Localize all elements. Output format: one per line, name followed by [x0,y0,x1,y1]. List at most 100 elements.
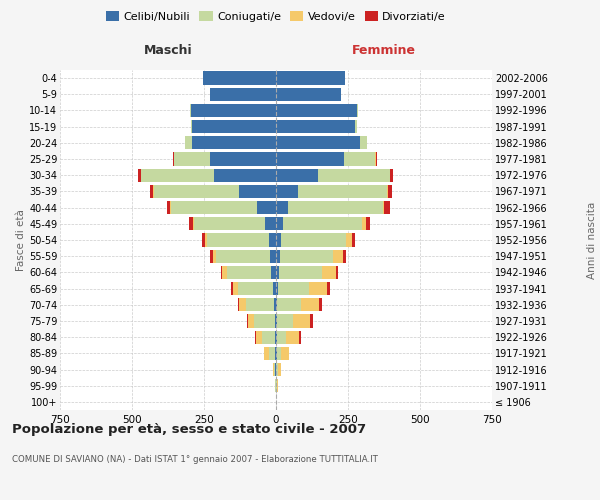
Bar [310,314,313,328]
Bar [202,234,205,246]
Bar [318,168,390,182]
Bar [270,250,276,263]
Bar [298,185,387,198]
Bar [384,201,390,214]
Bar [254,314,275,328]
Bar [276,330,277,344]
Bar [277,346,281,360]
Bar [248,314,254,328]
Bar [281,234,346,246]
Bar [203,72,276,85]
Bar [278,363,281,376]
Bar [276,217,283,230]
Text: COMUNE DI SAVIANO (NA) - Dati ISTAT 1° gennaio 2007 - Elaborazione TUTTITALIA.IT: COMUNE DI SAVIANO (NA) - Dati ISTAT 1° g… [12,455,378,464]
Bar [276,282,278,295]
Bar [277,314,293,328]
Bar [239,185,276,198]
Bar [256,330,262,344]
Bar [210,152,276,166]
Bar [343,250,346,263]
Bar [276,185,298,198]
Bar [279,266,322,279]
Text: Popolazione per età, sesso e stato civile - 2007: Popolazione per età, sesso e stato civil… [12,422,366,436]
Bar [287,201,383,214]
Bar [359,136,367,149]
Bar [212,250,215,263]
Bar [193,120,276,134]
Bar [223,266,227,279]
Bar [171,201,257,214]
Bar [301,298,319,312]
Bar [272,282,276,295]
Bar [274,363,275,376]
Bar [334,250,343,263]
Bar [299,330,301,344]
Bar [355,120,356,134]
Bar [277,298,301,312]
Bar [276,88,341,101]
Bar [269,234,276,246]
Bar [277,330,286,344]
Bar [167,201,170,214]
Bar [344,152,376,166]
Bar [211,250,212,263]
Bar [322,266,336,279]
Bar [262,330,275,344]
Bar [227,266,271,279]
Bar [319,298,322,312]
Bar [276,314,277,328]
Bar [205,234,206,246]
Bar [247,314,248,328]
Bar [154,185,239,198]
Bar [276,136,359,149]
Bar [276,152,344,166]
Bar [383,201,384,214]
Bar [276,266,279,279]
Bar [275,330,276,344]
Bar [286,330,299,344]
Bar [193,136,276,149]
Text: Maschi: Maschi [143,44,193,57]
Text: Femmine: Femmine [352,44,416,57]
Bar [140,168,214,182]
Bar [215,250,270,263]
Bar [388,185,392,198]
Bar [221,266,223,279]
Bar [191,104,276,117]
Bar [276,72,345,85]
Bar [336,266,338,279]
Bar [276,104,356,117]
Bar [277,379,278,392]
Bar [346,234,352,246]
Bar [278,282,310,295]
Bar [246,298,274,312]
Bar [189,217,193,230]
Bar [190,104,191,117]
Bar [269,346,275,360]
Bar [238,282,272,295]
Bar [293,314,310,328]
Bar [280,250,334,263]
Bar [362,217,366,230]
Bar [257,201,276,214]
Bar [265,346,269,360]
Bar [276,298,277,312]
Bar [238,298,239,312]
Bar [206,234,269,246]
Bar [174,152,210,166]
Bar [210,88,276,101]
Bar [173,152,174,166]
Bar [275,314,276,328]
Y-axis label: Fasce di età: Fasce di età [16,209,26,271]
Bar [275,346,276,360]
Bar [239,298,246,312]
Bar [214,168,276,182]
Bar [265,217,276,230]
Bar [274,298,276,312]
Bar [193,217,194,230]
Bar [366,217,370,230]
Bar [272,363,274,376]
Bar [191,120,193,134]
Bar [356,104,358,117]
Bar [283,217,362,230]
